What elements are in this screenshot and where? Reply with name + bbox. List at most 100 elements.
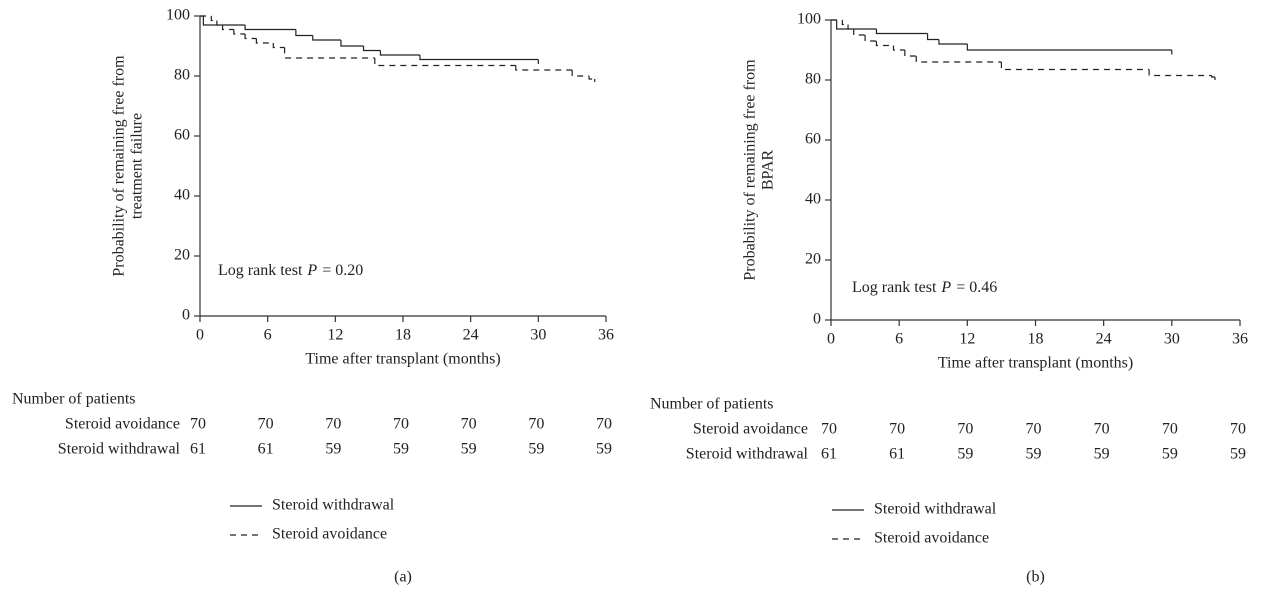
risk-count: 61 [190, 441, 206, 458]
risk-count: 59 [461, 441, 477, 458]
y-tick-label: 80 [174, 67, 190, 84]
y-tick-label: 100 [166, 7, 190, 24]
x-tick-label: 0 [827, 331, 835, 348]
x-tick-label: 0 [196, 327, 204, 344]
km-step [1148, 69, 1212, 77]
km-step [295, 29, 313, 37]
km-step [379, 50, 420, 56]
risk-count: 59 [1026, 446, 1042, 463]
risk-row-label: Steroid avoidance [65, 416, 180, 433]
km-step [571, 70, 590, 77]
legend-label: Steroid avoidance [874, 530, 989, 547]
y-tick-label: 20 [805, 251, 821, 268]
km-step [853, 29, 866, 36]
y-tick-label: 40 [174, 187, 190, 204]
x-axis-label: Time after transplant (months) [938, 355, 1133, 372]
km-step [836, 20, 877, 30]
risk-count: 61 [889, 446, 905, 463]
km-step [272, 43, 285, 49]
risk-count: 61 [821, 446, 837, 463]
y-tick-label: 60 [174, 127, 190, 144]
risk-table-title: Number of patients [12, 391, 136, 408]
y-tick-label: 60 [805, 131, 821, 148]
x-tick-label: 30 [530, 327, 546, 344]
risk-count: 70 [1230, 421, 1246, 438]
risk-count: 70 [1162, 421, 1178, 438]
y-axis-label: treatment failure [129, 113, 146, 219]
km-step [340, 40, 364, 47]
x-tick-label: 18 [395, 327, 411, 344]
risk-count: 70 [393, 416, 409, 433]
annotation-text: Log rank test [218, 262, 303, 279]
x-tick-label: 12 [327, 327, 343, 344]
km-step [221, 25, 234, 31]
km-step [847, 24, 854, 30]
km-step [244, 25, 296, 31]
y-tick-label: 80 [805, 71, 821, 88]
legend-label: Steroid avoidance [272, 526, 387, 543]
x-tick-label: 36 [1232, 331, 1248, 348]
y-axis-label: Probability of remaining free from [742, 59, 759, 281]
km-step [588, 76, 595, 80]
x-axis-label: Time after transplant (months) [305, 351, 500, 368]
risk-count: 59 [596, 441, 612, 458]
km-step [904, 50, 917, 57]
y-tick-label: 40 [805, 191, 821, 208]
km-step [210, 16, 217, 22]
x-tick-label: 12 [959, 331, 975, 348]
risk-count: 70 [596, 416, 612, 433]
annotation-italic: P [940, 279, 951, 296]
y-tick-label: 100 [797, 11, 821, 28]
risk-table-title: Number of patients [650, 396, 774, 413]
km-step [1211, 75, 1216, 78]
legend-label: Steroid withdrawal [272, 497, 395, 514]
km-step [233, 29, 246, 35]
km-step [419, 55, 539, 61]
annotation: Log rank test P = 0.20 [218, 262, 363, 279]
legend-label: Steroid withdrawal [874, 501, 997, 518]
risk-count: 70 [528, 416, 544, 433]
x-tick-label: 6 [264, 327, 272, 344]
km-step [244, 34, 257, 40]
x-tick-label: 18 [1028, 331, 1044, 348]
x-tick-label: 24 [463, 327, 479, 344]
risk-count: 59 [325, 441, 341, 458]
km-step [966, 44, 1172, 51]
risk-row-label: Steroid withdrawal [686, 446, 809, 463]
risk-count: 70 [258, 416, 274, 433]
risk-count: 70 [461, 416, 477, 433]
risk-row-label: Steroid withdrawal [58, 441, 181, 458]
km-step [202, 16, 246, 26]
panel-label: (a) [394, 569, 412, 586]
km-step [515, 65, 573, 71]
annotation: Log rank test P = 0.46 [852, 279, 997, 296]
x-tick-label: 24 [1096, 331, 1112, 348]
y-tick-label: 0 [813, 311, 821, 328]
km-step [938, 39, 968, 45]
annotation-text: = 0.46 [956, 279, 997, 296]
km-step [915, 56, 1002, 63]
risk-count: 70 [1026, 421, 1042, 438]
risk-count: 70 [821, 421, 837, 438]
x-tick-label: 6 [895, 331, 903, 348]
y-axis-label: BPAR [760, 150, 777, 191]
km-step [892, 45, 905, 51]
km-step [374, 58, 516, 67]
y-tick-label: 0 [182, 307, 190, 324]
km-step [864, 35, 877, 42]
km-step [255, 38, 274, 44]
panel-label: (b) [1026, 569, 1045, 586]
km-step [841, 20, 849, 26]
risk-count: 70 [957, 421, 973, 438]
y-tick-label: 20 [174, 247, 190, 264]
km-step [926, 33, 939, 41]
annotation-text: = 0.20 [322, 262, 363, 279]
km-step [875, 41, 894, 47]
km-step [216, 20, 223, 26]
x-tick-label: 30 [1164, 331, 1180, 348]
annotation-italic: P [306, 262, 317, 279]
risk-count: 59 [1094, 446, 1110, 463]
risk-count: 59 [393, 441, 409, 458]
km-step [312, 35, 341, 41]
risk-count: 59 [1230, 446, 1246, 463]
